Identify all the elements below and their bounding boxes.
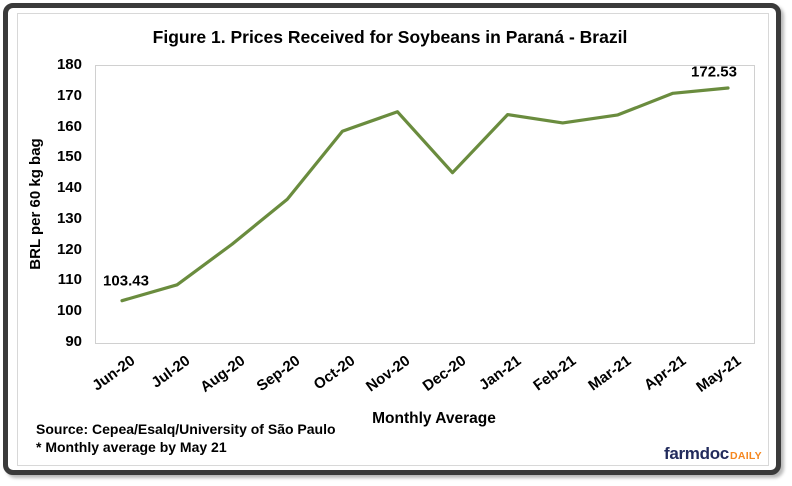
y-tick-label: 120 xyxy=(56,240,82,258)
y-tick-label: 100 xyxy=(56,302,82,320)
y-tick-label: 130 xyxy=(56,209,82,227)
x-axis-title: Monthly Average xyxy=(372,410,496,427)
y-tick-label: 150 xyxy=(56,148,82,166)
y-tick-label: 180 xyxy=(56,56,82,73)
data-label: 103.43 xyxy=(103,272,149,290)
source-line-1: Source: Cepea/Esalq/University of São Pa… xyxy=(36,421,336,437)
y-tick-label: 140 xyxy=(56,179,82,197)
y-axis-title: BRL per 60 kg bag xyxy=(27,138,44,270)
y-tick-label: 170 xyxy=(56,86,82,104)
data-label: 172.53 xyxy=(691,63,737,81)
plot-area xyxy=(95,65,755,344)
y-tick-label: 90 xyxy=(65,333,82,350)
source-note: Source: Cepea/Esalq/University of São Pa… xyxy=(36,420,336,456)
y-tick-label: 160 xyxy=(56,117,82,135)
source-line-2: * Monthly average by May 21 xyxy=(36,439,227,455)
chart-title: Figure 1. Prices Received for Soybeans i… xyxy=(152,27,628,47)
daily-wordmark: DAILY xyxy=(729,450,762,462)
farmdoc-wordmark: farmdoc xyxy=(663,444,729,463)
y-tick-label: 110 xyxy=(57,271,82,289)
farmdoc-daily-logo: farmdoc DAILY xyxy=(664,444,762,464)
